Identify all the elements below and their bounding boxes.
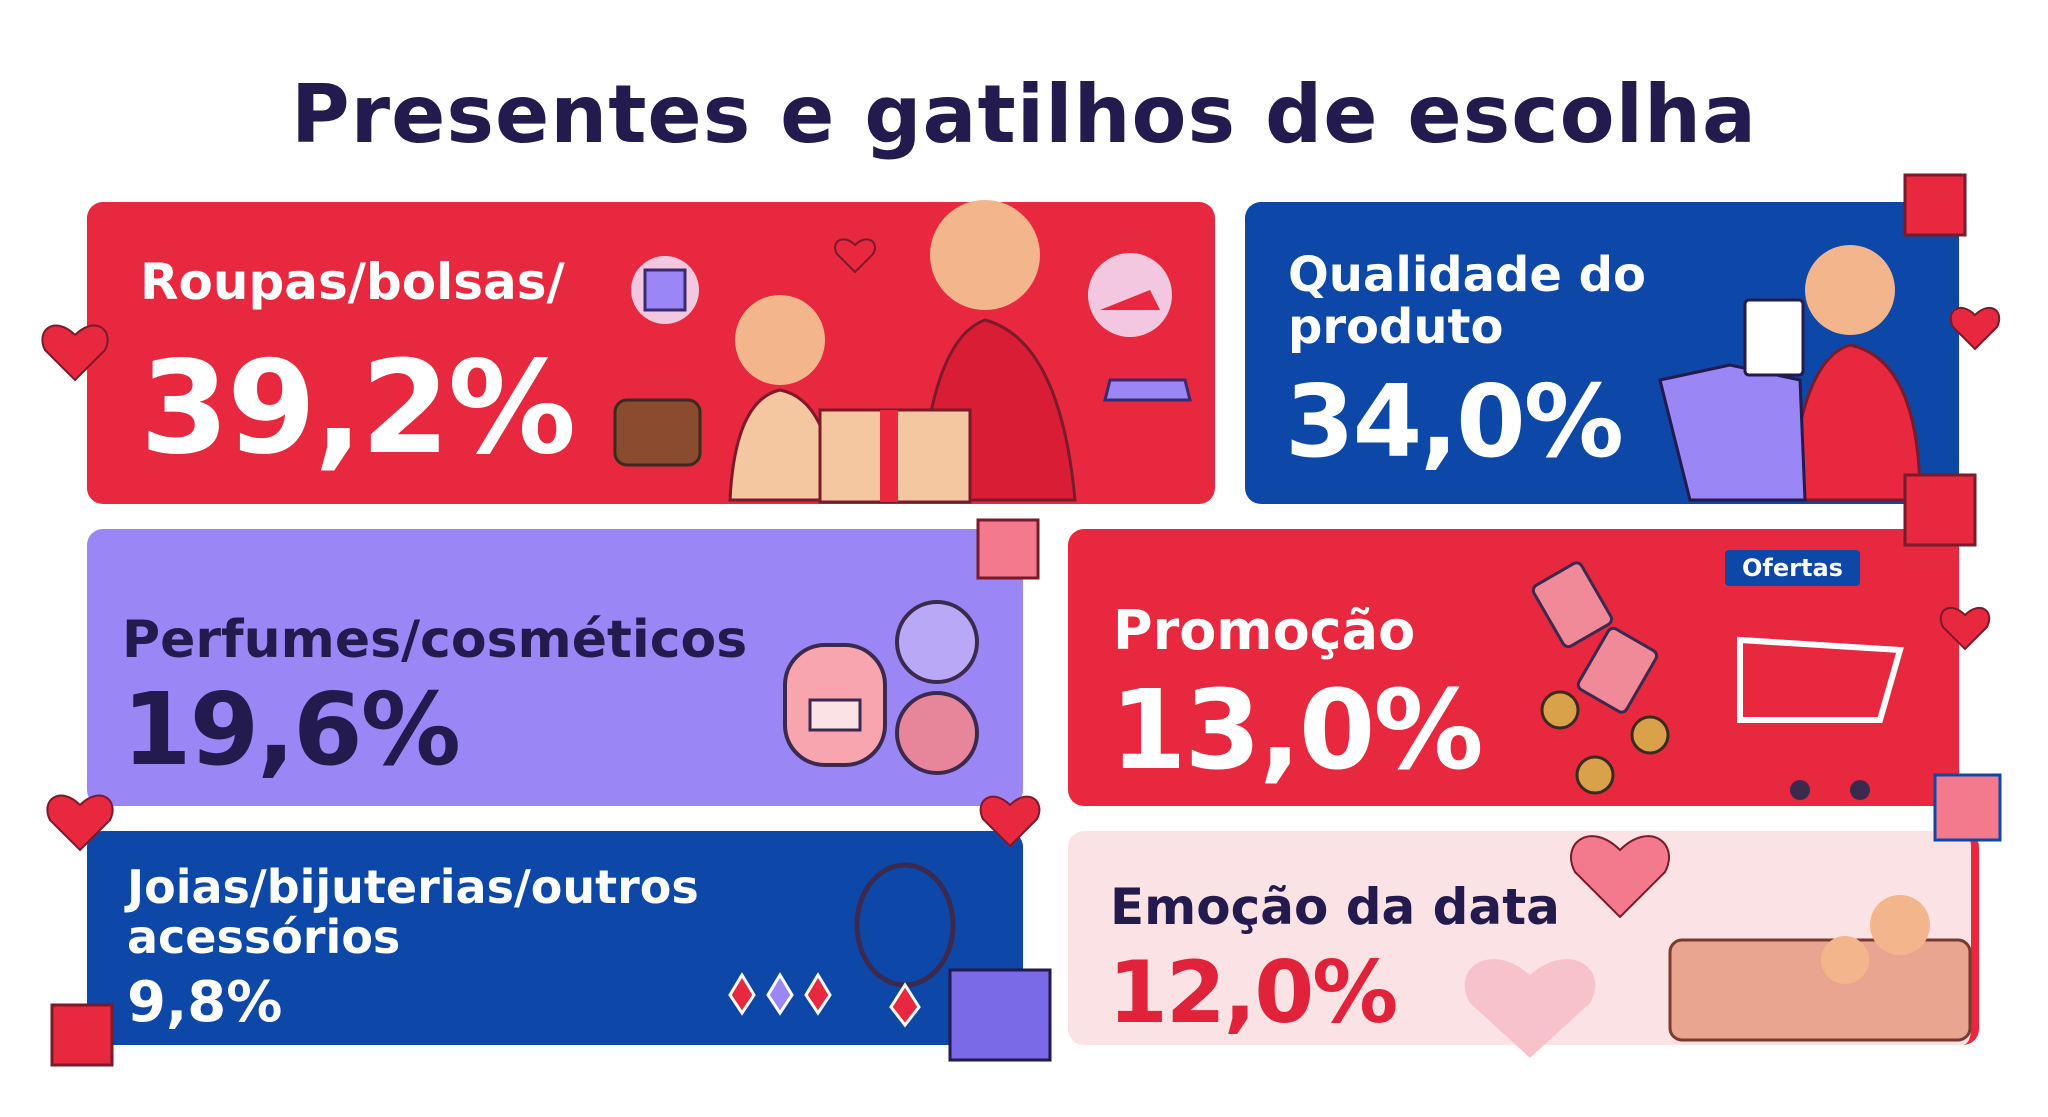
hearts [41,238,2001,1058]
card-label: Emoção da data [1110,878,1560,936]
offer-tag: Ofertas [1725,550,1860,586]
page-title: Presentes e gatilhos de escolha [291,68,1757,161]
illustration-quality [1658,245,1922,502]
card-label: Roupas/bolsas/ [140,253,565,311]
gift-boxes [50,173,2002,1067]
illustration-cosmetics [783,600,979,775]
card [87,831,1023,1045]
card-value: 13,0% [1110,666,1484,794]
illustration-mother-daughter [613,200,1192,504]
card-value: 34,0% [1285,363,1624,480]
illustration-promo [1531,561,1904,800]
illustration-emotion [1668,895,1972,1042]
card-value: 19,6% [122,671,461,788]
card-value: 9,8% [127,970,283,1035]
card-value: 12,0% [1108,943,1398,1043]
illustration-jewelry [728,862,956,1028]
card-label: Joias/bijuterias/outros acessórios [127,860,699,964]
card-value: 39,2% [140,334,576,483]
card-label: Promoção [1113,599,1416,662]
card-label: Perfumes/cosméticos [122,610,748,670]
card-label: Qualidade do produto [1288,247,1646,355]
